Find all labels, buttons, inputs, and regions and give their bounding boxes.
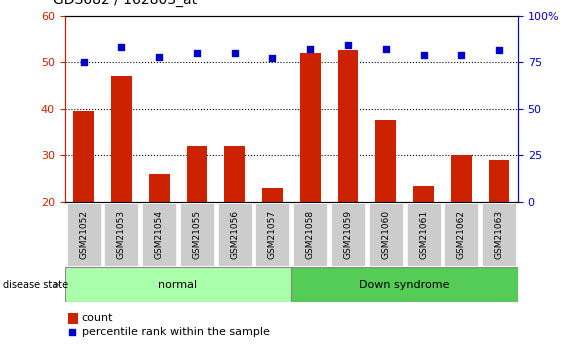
Text: GSM21057: GSM21057 — [268, 210, 277, 259]
Point — [155, 54, 164, 59]
FancyBboxPatch shape — [444, 203, 479, 266]
Text: GSM21062: GSM21062 — [457, 210, 466, 259]
Bar — [65, 267, 292, 302]
Point — [193, 50, 202, 56]
Text: Down syndrome: Down syndrome — [359, 280, 450, 289]
FancyBboxPatch shape — [180, 203, 214, 266]
Text: GSM21063: GSM21063 — [494, 210, 503, 259]
Point — [419, 52, 428, 57]
Bar — [451, 155, 472, 202]
Point — [68, 329, 77, 335]
FancyBboxPatch shape — [142, 203, 176, 266]
Point — [79, 59, 88, 65]
Text: percentile rank within the sample: percentile rank within the sample — [82, 327, 270, 337]
FancyBboxPatch shape — [482, 203, 516, 266]
Bar — [111, 76, 132, 202]
Bar — [292, 267, 518, 302]
Bar — [262, 188, 283, 202]
Point — [230, 50, 239, 56]
Text: GSM21052: GSM21052 — [79, 210, 88, 259]
FancyBboxPatch shape — [331, 203, 365, 266]
FancyBboxPatch shape — [369, 203, 403, 266]
Bar — [338, 50, 359, 202]
Bar — [376, 120, 396, 202]
Point — [268, 56, 277, 61]
Point — [381, 46, 390, 52]
FancyBboxPatch shape — [104, 203, 138, 266]
Bar — [149, 174, 169, 202]
FancyBboxPatch shape — [66, 203, 101, 266]
Bar — [300, 53, 320, 202]
Bar — [186, 146, 207, 202]
Point — [494, 47, 503, 53]
Text: GSM21059: GSM21059 — [343, 210, 352, 259]
Text: GDS682 / 162803_at: GDS682 / 162803_at — [53, 0, 198, 7]
Text: disease state: disease state — [3, 280, 68, 289]
Bar — [73, 111, 94, 202]
Text: GSM21054: GSM21054 — [155, 210, 164, 259]
Bar — [413, 186, 434, 202]
Text: GSM21053: GSM21053 — [117, 210, 126, 259]
FancyBboxPatch shape — [293, 203, 327, 266]
Point — [306, 46, 315, 52]
Point — [457, 52, 466, 57]
Bar — [489, 160, 510, 202]
FancyBboxPatch shape — [256, 203, 289, 266]
Point — [117, 45, 126, 50]
Text: GSM21060: GSM21060 — [381, 210, 390, 259]
Text: normal: normal — [159, 280, 198, 289]
Text: GSM21056: GSM21056 — [230, 210, 239, 259]
FancyBboxPatch shape — [218, 203, 252, 266]
Bar — [224, 146, 245, 202]
Text: GSM21055: GSM21055 — [193, 210, 202, 259]
Text: GSM21058: GSM21058 — [306, 210, 315, 259]
Text: count: count — [82, 314, 113, 323]
FancyBboxPatch shape — [406, 203, 440, 266]
Text: GSM21061: GSM21061 — [419, 210, 428, 259]
Point — [343, 42, 352, 48]
